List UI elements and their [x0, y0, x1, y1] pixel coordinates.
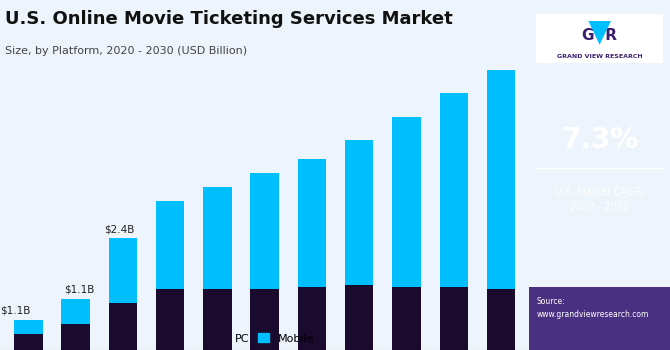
Polygon shape [588, 21, 611, 45]
Bar [297, 287, 326, 350]
Bar [109, 238, 137, 303]
Bar [109, 303, 137, 350]
Bar [62, 324, 90, 350]
Bar [203, 289, 232, 350]
Text: GRAND VIEW RESEARCH: GRAND VIEW RESEARCH [557, 54, 643, 59]
Bar [392, 117, 421, 287]
Text: Source:
www.grandviewresearch.com: Source: www.grandviewresearch.com [537, 297, 649, 319]
Bar [392, 287, 421, 350]
Bar [345, 285, 373, 350]
Bar [251, 289, 279, 350]
Bar [251, 173, 279, 289]
Bar [156, 289, 184, 350]
Text: Size, by Platform, 2020 - 2030 (USD Billion): Size, by Platform, 2020 - 2030 (USD Bill… [5, 46, 247, 56]
Text: U.S. Online Movie Ticketing Services Market: U.S. Online Movie Ticketing Services Mar… [5, 10, 453, 28]
FancyBboxPatch shape [529, 287, 670, 350]
Bar [203, 187, 232, 289]
Bar [14, 334, 42, 350]
Text: $2.4B: $2.4B [104, 224, 134, 234]
Text: $1.1B: $1.1B [0, 306, 30, 316]
Bar [297, 159, 326, 287]
Bar [14, 320, 42, 334]
Bar [156, 201, 184, 289]
Bar [62, 299, 90, 324]
Legend: PC, Mobile: PC, Mobile [210, 329, 319, 348]
Bar [440, 93, 468, 287]
Text: $1.1B: $1.1B [64, 285, 94, 295]
Text: GVR: GVR [582, 28, 618, 42]
Bar [440, 287, 468, 350]
Text: U.S. Market CAGR,
2023 - 2030: U.S. Market CAGR, 2023 - 2030 [555, 187, 645, 212]
Bar [345, 140, 373, 285]
Text: 7.3%: 7.3% [561, 126, 639, 154]
FancyBboxPatch shape [537, 14, 663, 63]
Bar [487, 70, 515, 289]
Bar [487, 289, 515, 350]
